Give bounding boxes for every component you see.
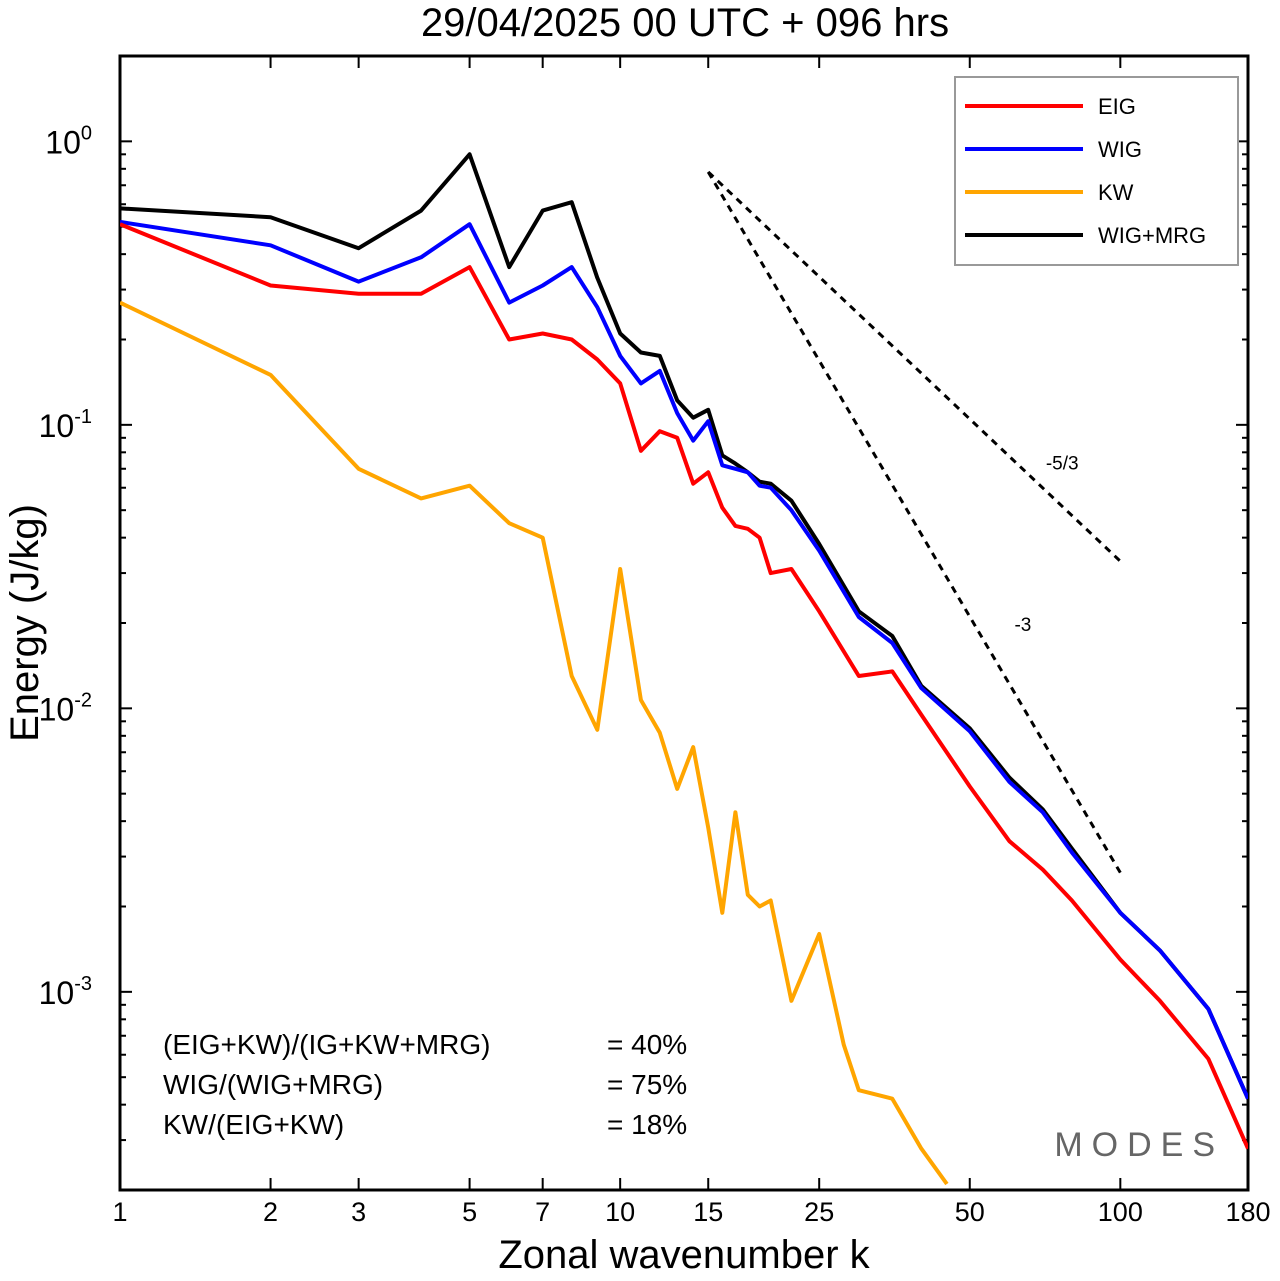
- x-tick-label: 10: [605, 1197, 635, 1227]
- x-tick-label: 2: [263, 1197, 278, 1227]
- y-tick-label: 100: [45, 122, 92, 160]
- legend-label: WIG+MRG: [1098, 223, 1206, 248]
- reference-line-minus-3: [706, 171, 1122, 874]
- data-series: [120, 152, 1248, 1186]
- y-axis-label: Energy (J/kg): [3, 504, 47, 742]
- x-tick-label: 50: [955, 1197, 985, 1227]
- y-tick-label: 10-1: [39, 406, 92, 444]
- legend: EIG WIG KW WIG+MRG: [954, 76, 1239, 266]
- x-axis: 1 2 3 5 7 10 15 25 50 100 180: [112, 56, 1271, 1227]
- x-tick-label: 1: [112, 1197, 127, 1227]
- ratio-value: = 18%: [607, 1109, 687, 1140]
- modes-watermark: MODES: [1054, 1126, 1224, 1164]
- x-tick-label: 3: [351, 1197, 366, 1227]
- y-axis: 100 10-1 10-2 10-3: [39, 55, 1248, 1191]
- ratio-value: = 75%: [607, 1069, 687, 1100]
- x-tick-label: 180: [1225, 1197, 1270, 1227]
- ratio-label: KW/(EIG+KW): [163, 1109, 344, 1140]
- series-line-wig-mrg: [120, 152, 1248, 1100]
- ratio-value: = 40%: [607, 1029, 687, 1060]
- legend-label: EIG: [1098, 94, 1136, 119]
- ratio-annotations: (EIG+KW)/(IG+KW+MRG) = 40% WIG/(WIG+MRG) = …: [163, 1029, 687, 1140]
- legend-label: WIG: [1098, 137, 1142, 162]
- x-tick-label: 5: [462, 1197, 477, 1227]
- reference-line-label: -5/3: [1046, 453, 1079, 474]
- y-tick-label: 10-3: [39, 973, 92, 1011]
- x-axis-label: Zonal wavenumber k: [498, 1233, 870, 1277]
- ratio-label: (EIG+KW)/(IG+KW+MRG): [163, 1029, 490, 1060]
- reference-line-minus-5-3: [707, 170, 1122, 563]
- series-line-wig: [120, 219, 1248, 1100]
- x-tick-label: 25: [804, 1197, 834, 1227]
- series-line-kw: [120, 300, 949, 1186]
- reference-line-label: -3: [1014, 615, 1031, 636]
- x-tick-label: 100: [1098, 1197, 1143, 1227]
- ratio-label: WIG/(WIG+MRG): [163, 1069, 383, 1100]
- y-tick-label: 10-2: [39, 689, 92, 727]
- x-tick-label: 7: [535, 1197, 550, 1227]
- legend-label: KW: [1098, 180, 1134, 205]
- x-tick-label: 15: [693, 1197, 723, 1227]
- series-line-eig: [120, 222, 1248, 1150]
- reference-slope-lines: -5/3 -3: [706, 170, 1122, 874]
- chart-title: 29/04/2025 00 UTC + 096 hrs: [421, 1, 949, 45]
